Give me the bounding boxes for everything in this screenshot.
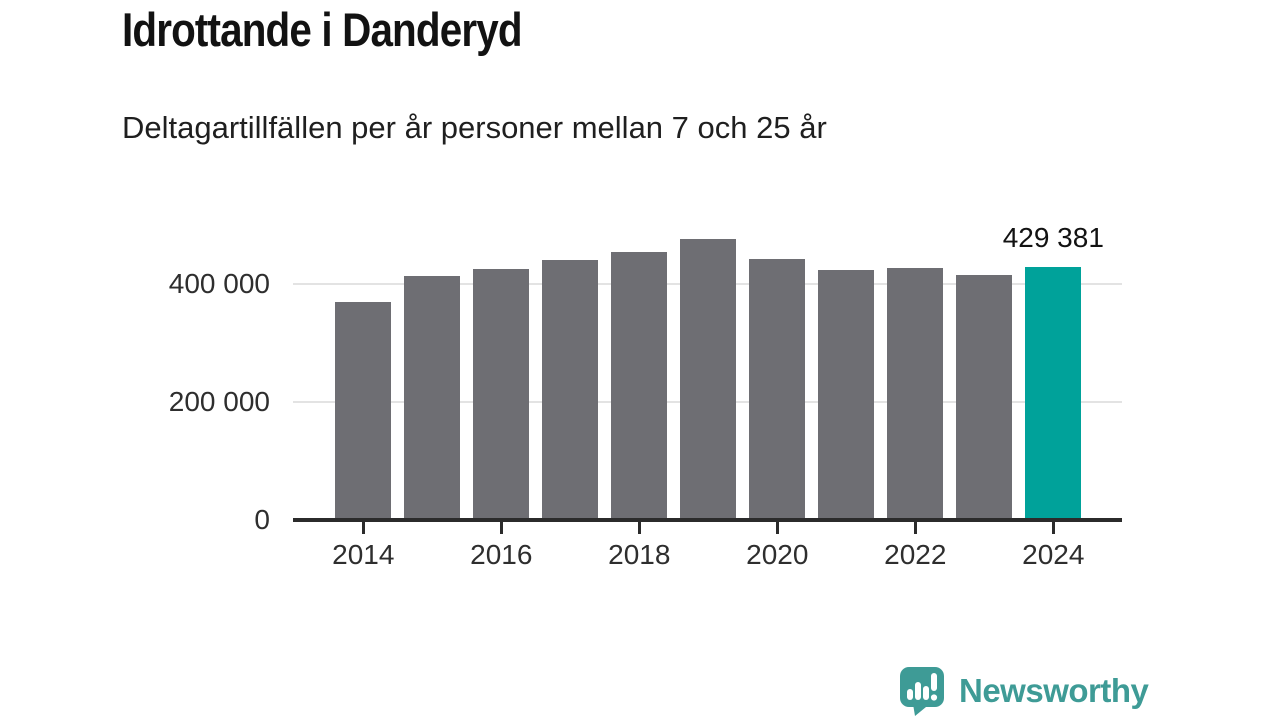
bar-2024-highlighted	[1025, 266, 1082, 520]
x-tick-label-2020: 2020	[746, 539, 809, 570]
chart-subtitle: Deltagartillfällen per år personer mella…	[122, 110, 827, 145]
logo-exclamation-stem	[931, 673, 937, 691]
logo-bar-2	[915, 682, 921, 700]
logo-exclamation-dot	[930, 694, 938, 701]
bar-2019	[680, 239, 737, 520]
x-tick-2018	[637, 522, 641, 534]
highlighted-bar-value-label: 429 381	[1002, 221, 1104, 253]
newsworthy-logo-text: Newsworthy	[959, 672, 1149, 709]
x-tick-2022	[913, 522, 917, 534]
newsworthy-speech-bubble-icon	[900, 667, 944, 716]
bar-2020	[749, 259, 806, 520]
x-tick-label-2018: 2018	[608, 539, 671, 570]
x-tick-label-2022: 2022	[884, 539, 947, 570]
x-tick-2020	[775, 522, 779, 534]
speech-bubble-shape	[900, 667, 944, 716]
x-tick-label-2024: 2024	[1022, 539, 1085, 570]
bar-2016	[473, 269, 530, 520]
y-axis-tick-label: 200 000	[168, 386, 270, 417]
bar-2023	[956, 275, 1013, 520]
logo-bar-1	[907, 689, 913, 700]
y-axis-tick-label: 400 000	[168, 268, 270, 299]
x-tick-label-2014: 2014	[332, 539, 395, 570]
chart-title: Idrottande i Danderyd	[122, 3, 523, 56]
y-axis-tick-label: 0	[254, 504, 270, 535]
bar-2018	[611, 252, 668, 520]
x-axis-line	[293, 518, 1122, 522]
x-tick-label-2016: 2016	[470, 539, 533, 570]
x-tick-2014	[361, 522, 365, 534]
bar-2017	[542, 260, 599, 520]
logo-bar-3	[923, 686, 929, 700]
bar-2015	[404, 275, 461, 520]
x-tick-2016	[499, 522, 503, 534]
newsworthy-logo: Newsworthy	[899, 666, 1149, 716]
x-tick-2024	[1051, 522, 1055, 534]
bar-2014	[335, 302, 392, 520]
bar-2022	[887, 268, 944, 520]
bar-2021	[818, 269, 875, 520]
